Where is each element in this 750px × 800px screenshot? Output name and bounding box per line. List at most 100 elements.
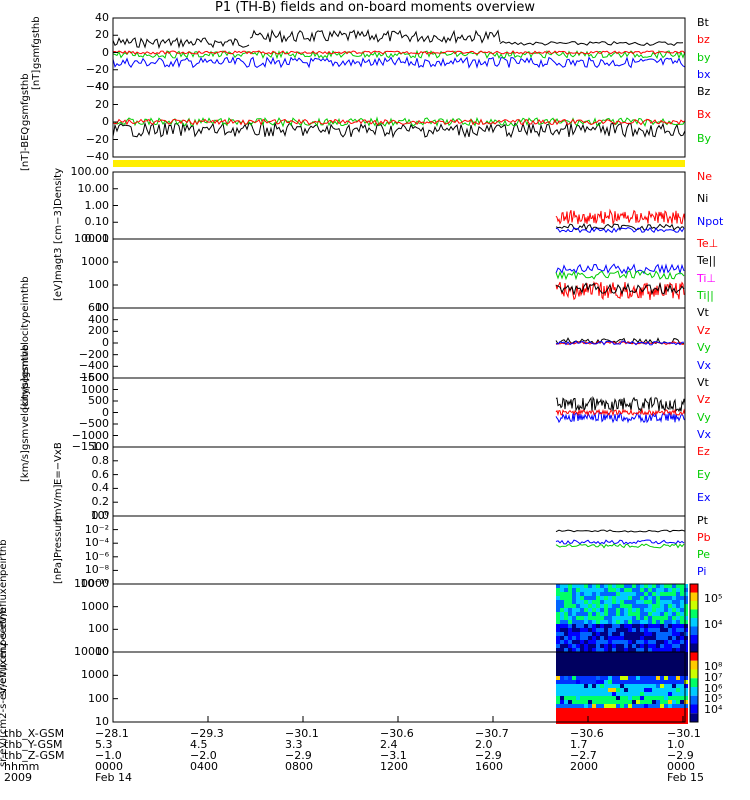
- spectro-cell: [652, 664, 656, 668]
- spectro-cell: [572, 604, 576, 608]
- spectro-cell: [584, 664, 588, 668]
- spectro-cell: [620, 584, 624, 588]
- spectro-cell: [612, 588, 616, 592]
- ne-trace: [555, 208, 686, 226]
- spectro-cell: [636, 692, 640, 696]
- spectro-cell: [676, 636, 680, 640]
- spectro-cell: [676, 668, 680, 672]
- spectro-cell: [684, 636, 688, 640]
- spectro-cell: [660, 588, 664, 592]
- spectro-cell: [560, 688, 564, 692]
- spectro-cell: [564, 644, 568, 648]
- spectro-cell: [680, 636, 684, 640]
- spectro-cell: [592, 608, 596, 612]
- spectro-cell: [640, 716, 644, 720]
- spectro-cell: [564, 664, 568, 668]
- spectro-cell: [576, 584, 580, 588]
- spectro-cell: [624, 632, 628, 636]
- spectro-cell: [632, 648, 636, 652]
- spectro-cell: [576, 696, 580, 700]
- ephem-value: −2.7: [570, 749, 597, 762]
- legend-entry: By: [697, 131, 712, 145]
- spectro-cell: [596, 700, 600, 704]
- spectro-cell: [576, 680, 580, 684]
- spectro-cell: [584, 688, 588, 692]
- spectro-cell: [604, 700, 608, 704]
- spectro-cell: [632, 680, 636, 684]
- spectro-cell: [676, 588, 680, 592]
- spectro-cell: [572, 676, 576, 680]
- spectro-cell: [652, 716, 656, 720]
- spectro-cell: [608, 584, 612, 588]
- spectro-cell: [592, 668, 596, 672]
- spectro-cell: [596, 592, 600, 596]
- spectro-cell: [636, 588, 640, 592]
- spectro-cell: [636, 648, 640, 652]
- spectro-cell: [624, 676, 628, 680]
- colorbar-frame: [689, 651, 699, 723]
- spectro-cell: [648, 612, 652, 616]
- spectro-cell: [644, 712, 648, 716]
- spectro-cell: [568, 620, 572, 624]
- colorbar-label: 10⁴: [704, 618, 723, 631]
- spectro-cell: [620, 620, 624, 624]
- spectro-cell: [612, 648, 616, 652]
- spectro-cell: [636, 624, 640, 628]
- spectro-cell: [644, 656, 648, 660]
- spectro-cell: [672, 700, 676, 704]
- by2-trace: [112, 116, 686, 128]
- spectro-cell: [584, 624, 588, 628]
- spectro-cell: [616, 672, 620, 676]
- spectro-cell: [652, 712, 656, 716]
- spectro-cell: [568, 660, 572, 664]
- spectro-cell: [672, 652, 676, 656]
- spectro-cell: [568, 624, 572, 628]
- spectro-cell: [612, 696, 616, 700]
- spectro-cell: [664, 652, 668, 656]
- ylabel-line: peer: [0, 623, 9, 647]
- spectro-cell: [604, 680, 608, 684]
- spectro-cell: [684, 620, 688, 624]
- spectro-cell: [660, 640, 664, 644]
- spectro-cell: [672, 704, 676, 708]
- ylabel-line: thb: [20, 73, 31, 90]
- ylabel-line: magt3: [53, 246, 64, 280]
- y-tick-label: 0: [102, 115, 109, 128]
- spectro-cell: [580, 604, 584, 608]
- spectro-cell: [612, 636, 616, 640]
- spectro-cell: [676, 640, 680, 644]
- ephem-value: 0000: [667, 760, 695, 773]
- spectro-cell: [660, 716, 664, 720]
- spectro-cell: [672, 680, 676, 684]
- spectro-cell: [568, 680, 572, 684]
- spectro-cell: [636, 696, 640, 700]
- spectro-cell: [616, 644, 620, 648]
- spectro-cell: [636, 680, 640, 684]
- y-tick-label: 0: [102, 405, 109, 419]
- legend-entry: Ey: [697, 468, 711, 481]
- spectro-cell: [608, 716, 612, 720]
- spectro-cell: [612, 584, 616, 588]
- y-tick-label: −1500: [71, 440, 109, 453]
- spectro-cell: [596, 708, 600, 712]
- spectro-cell: [652, 648, 656, 652]
- spectro-cell: [604, 596, 608, 600]
- spectro-cell: [680, 584, 684, 588]
- spectro-cell: [648, 668, 652, 672]
- spectro-cell: [560, 584, 564, 588]
- spectro-cell: [592, 692, 596, 696]
- bt-trace: [112, 36, 250, 50]
- spectro-cell: [568, 712, 572, 716]
- spectro-cell: [644, 612, 648, 616]
- spectro-cell: [592, 640, 596, 644]
- spectro-cell: [680, 660, 684, 664]
- spectro-cell: [684, 600, 688, 604]
- spectro-cell: [644, 704, 648, 708]
- y-tick-label: 10⁻²: [84, 522, 109, 536]
- spectro-cell: [680, 612, 684, 616]
- colorbar-segment: [690, 713, 698, 722]
- spectro-cell: [632, 612, 636, 616]
- spectro-cell: [684, 604, 688, 608]
- spectro-cell: [572, 612, 576, 616]
